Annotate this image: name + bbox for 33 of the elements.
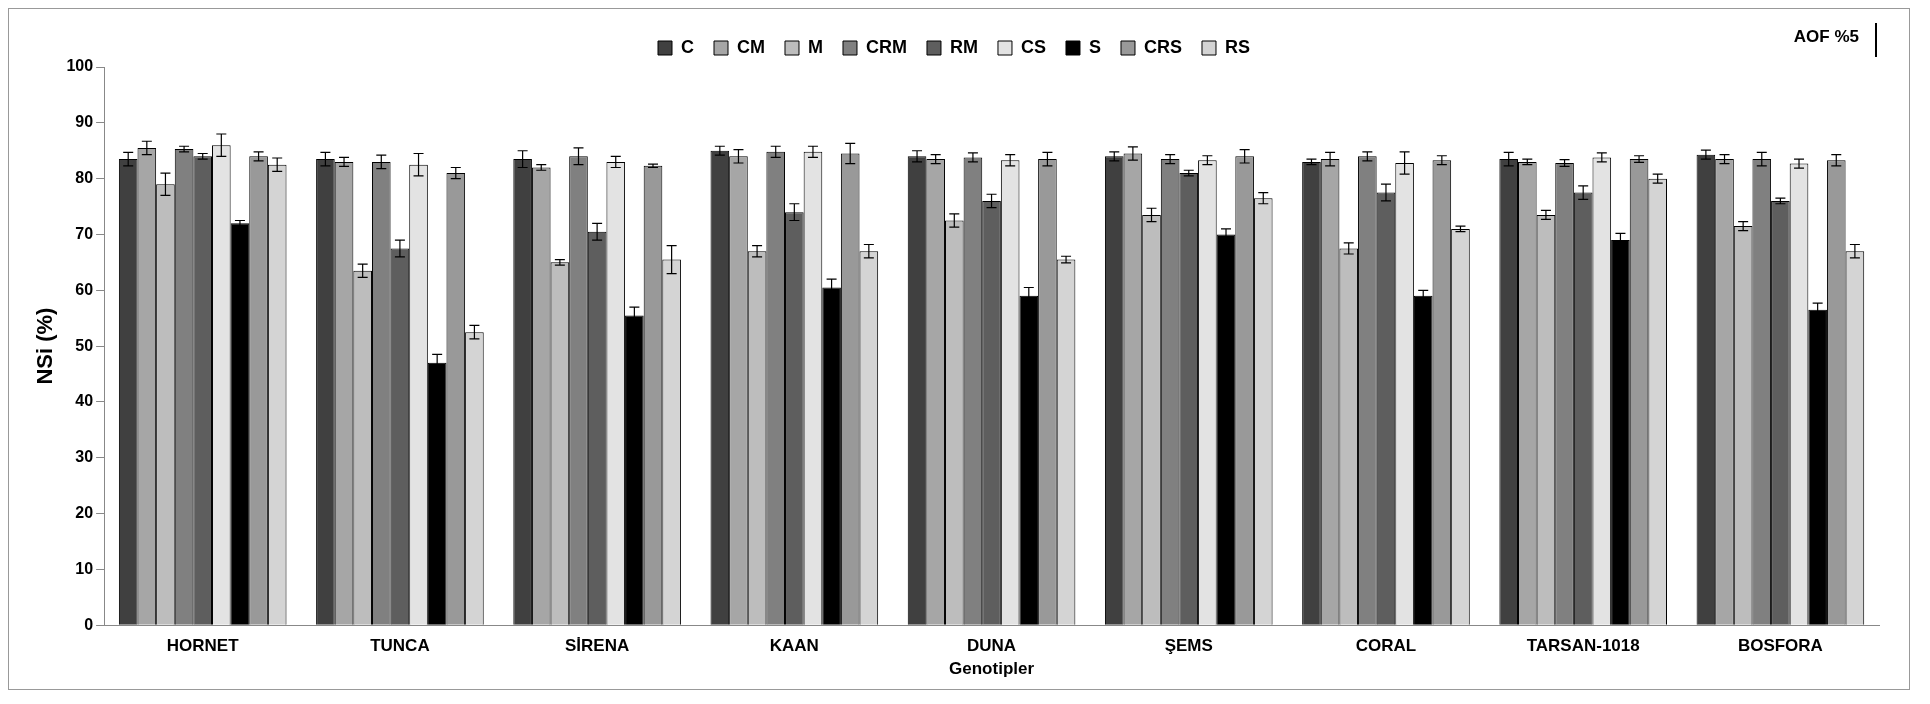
x-tick-label: TARSAN-1018 — [1526, 636, 1640, 656]
x-axis-title: Genotipler — [949, 659, 1035, 679]
y-tick-label: 100 — [66, 57, 94, 75]
y-tick-label: 10 — [75, 559, 94, 577]
y-axis-title: NSi (%) — [32, 307, 58, 385]
y-tick-label: 60 — [75, 280, 94, 298]
x-tick-label: SİRENA — [565, 636, 630, 656]
y-tick-label: 20 — [75, 503, 94, 521]
bar — [230, 223, 250, 625]
legend-label: C — [681, 36, 694, 57]
legend-label: CRS — [1143, 36, 1182, 57]
legend-label: CRM — [865, 36, 907, 57]
x-tick-label: BOSFORA — [1737, 636, 1823, 656]
x-tick-label: KAAN — [769, 636, 819, 656]
x-tick-label: ŞEMS — [1164, 636, 1213, 656]
legend-label: CS — [1020, 36, 1046, 57]
legend-label: CM — [737, 36, 765, 57]
y-tick-label: 50 — [75, 336, 94, 354]
y-tick-label: 70 — [75, 224, 94, 242]
y-tick-label: 40 — [75, 392, 94, 410]
y-tick-label: 0 — [84, 615, 94, 633]
legend-label: RM — [949, 36, 978, 57]
y-tick-label: 80 — [75, 169, 94, 187]
x-tick-label: HORNET — [166, 636, 240, 656]
x-tick-label: DUNA — [966, 636, 1017, 656]
y-tick-label: 90 — [75, 113, 94, 131]
text: AOF %5 — [1793, 26, 1859, 46]
legend-label: RS — [1224, 36, 1251, 57]
legend-label: S — [1088, 36, 1101, 57]
x-tick-label: CORAL — [1355, 636, 1417, 656]
x-tick-label: TUNCA — [370, 636, 430, 656]
legend-label: M — [808, 36, 823, 57]
y-tick-label: 30 — [75, 448, 94, 466]
